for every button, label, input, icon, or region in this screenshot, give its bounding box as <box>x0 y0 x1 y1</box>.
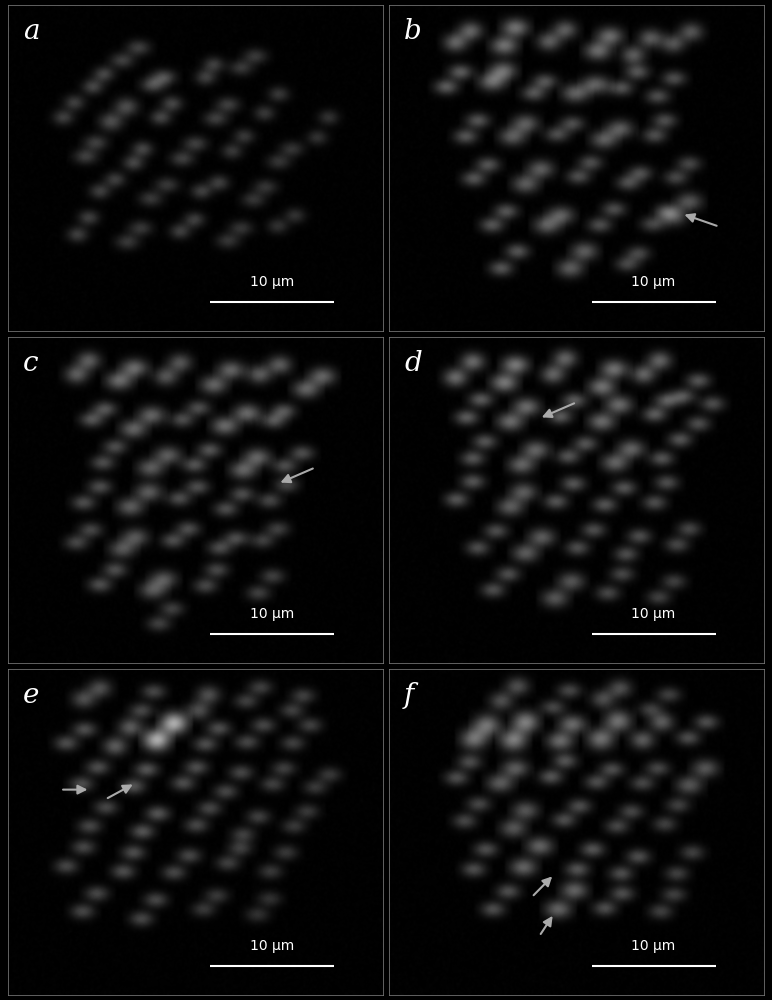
Text: 10 μm: 10 μm <box>250 607 294 621</box>
Text: a: a <box>22 18 39 45</box>
Text: 10 μm: 10 μm <box>631 939 676 953</box>
Text: 10 μm: 10 μm <box>631 607 676 621</box>
Text: d: d <box>404 350 422 377</box>
Text: b: b <box>404 18 422 45</box>
Text: 10 μm: 10 μm <box>631 275 676 289</box>
Text: c: c <box>22 350 39 377</box>
Text: e: e <box>22 682 39 709</box>
Text: f: f <box>404 682 415 709</box>
Text: 10 μm: 10 μm <box>250 275 294 289</box>
Text: 10 μm: 10 μm <box>250 939 294 953</box>
